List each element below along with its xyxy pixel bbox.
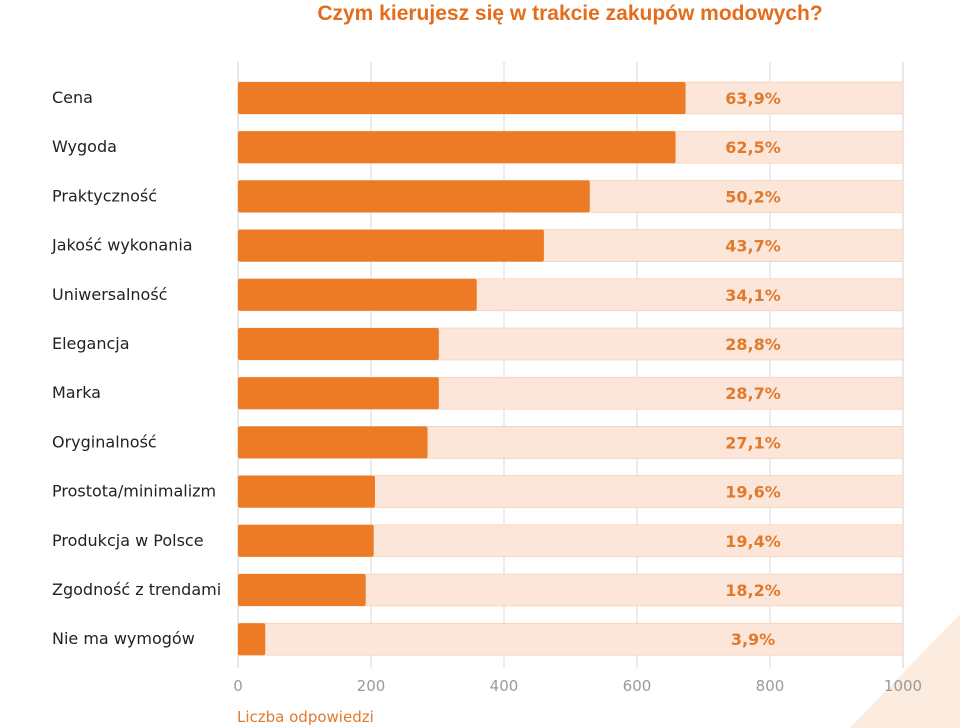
bar: [238, 229, 544, 262]
bar: [238, 524, 374, 557]
category-label: Zgodność z trendami: [52, 580, 221, 599]
labels: 0 200 400 600 800 1000 Cena 63,9% Wygoda 62,5% Pra…: [51, 88, 922, 695]
data-label: 19,4%: [725, 532, 781, 551]
x-tick-label: 0: [233, 677, 243, 695]
bars: [238, 82, 686, 656]
x-tick-label: 800: [756, 677, 785, 695]
data-label: 28,8%: [725, 335, 781, 354]
bar: [238, 131, 676, 164]
bar: [238, 82, 686, 114]
category-label: Prostota/minimalizm: [52, 482, 216, 501]
data-label: 19,6%: [725, 483, 781, 502]
data-label: 34,1%: [725, 286, 781, 305]
category-label: Jakość wykonania: [51, 236, 193, 255]
data-label: 43,7%: [725, 237, 781, 256]
data-label: 27,1%: [725, 433, 781, 452]
bar: [238, 377, 439, 410]
bar: [238, 278, 477, 311]
bar: [238, 426, 428, 459]
category-label: Uniwersalność: [52, 285, 167, 304]
bar: [238, 623, 266, 656]
bar: [238, 328, 439, 360]
category-label: Nie ma wymogów: [52, 629, 195, 648]
chart-title: Czym kierujesz się w trakcie zakupów mod…: [317, 2, 822, 25]
x-tick-label: 1000: [884, 677, 922, 695]
category-label: Marka: [52, 383, 101, 402]
bar: [238, 574, 366, 606]
x-tick-label: 600: [623, 677, 652, 695]
corner-decoration: [850, 614, 960, 728]
data-label: 50,2%: [725, 187, 781, 206]
category-label: Cena: [52, 88, 93, 107]
data-label: 3,9%: [731, 630, 775, 649]
bar-tracks: [237, 81, 904, 656]
bar: [238, 475, 375, 508]
category-label: Elegancja: [52, 334, 130, 353]
x-axis-title: Liczba odpowiedzi: [237, 708, 374, 726]
data-label: 62,5%: [725, 138, 781, 157]
x-tick-label: 200: [357, 677, 386, 695]
category-label: Wygoda: [52, 137, 117, 156]
category-label: Oryginalność: [52, 432, 157, 451]
data-label: 28,7%: [725, 384, 781, 403]
x-tick-label: 400: [490, 677, 519, 695]
bar: [238, 180, 590, 213]
category-label: Produkcja w Polsce: [52, 531, 204, 550]
bar-track: [237, 622, 904, 656]
data-label: 18,2%: [725, 581, 781, 600]
category-label: Praktyczność: [52, 186, 157, 205]
data-label: 63,9%: [725, 89, 781, 108]
